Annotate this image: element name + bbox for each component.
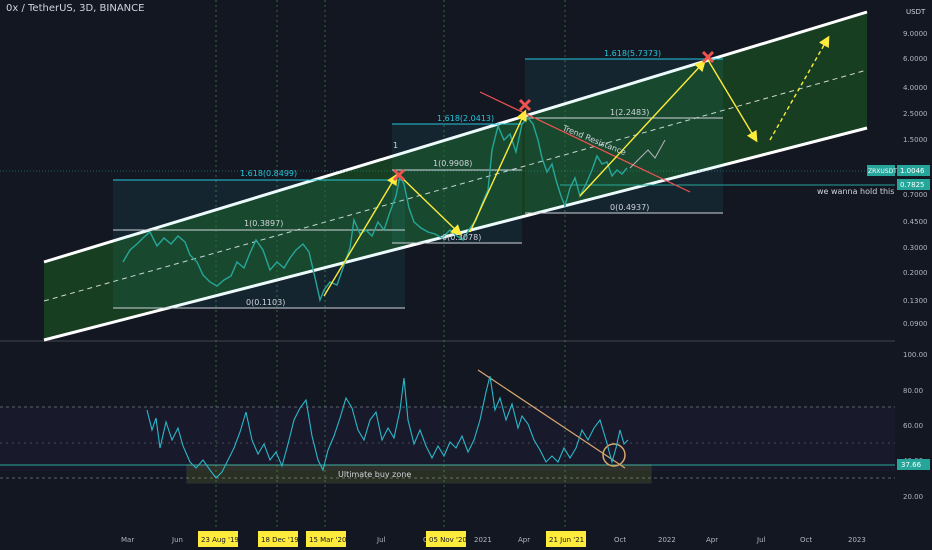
currency-label: USDT (906, 8, 926, 16)
channel-upper-line (43, 10, 868, 264)
price-series (122, 116, 628, 303)
date-highlight-label: 21 Jun '21 (549, 536, 584, 544)
time-label: Oct (800, 536, 812, 544)
date-highlight-label: 23 Aug '19 (201, 536, 239, 544)
time-axis-labels: Mar Jun Jul O 2021 Apr Oct 2022 Apr Jul Oct 2023 (121, 536, 866, 544)
fib2-top-label: 1.618(2.0413) (437, 114, 494, 123)
buy-zone-box (186, 464, 652, 484)
rsi-highlight-circle (602, 443, 626, 467)
price-tick: 0.4500 (903, 218, 928, 226)
channel-mid-line (43, 69, 868, 302)
price-tick: 0.3000 (903, 244, 928, 252)
rsi-tick: 100.00 (903, 351, 928, 359)
date-highlight-label: 15 Mar '20 (309, 536, 346, 544)
time-label: Apr (518, 536, 530, 544)
date-highlight-badge (546, 531, 586, 547)
price-tick: 4.0000 (903, 84, 928, 92)
rsi-tick: 20.00 (903, 493, 923, 501)
price-axis[interactable]: USDT (895, 0, 932, 550)
time-label: 2021 (474, 536, 492, 544)
price-tick: 6.0000 (903, 55, 928, 63)
fib2-bot-label: 0(0.3078) (442, 233, 481, 242)
fib3-bot-label: 0(0.4937) (610, 203, 649, 212)
rising-channel (44, 12, 867, 340)
time-label: Apr (706, 536, 718, 544)
fib2-mid-label: 1(0.9908) (433, 159, 472, 168)
rsi-pane[interactable] (0, 343, 895, 529)
date-highlight-badge (306, 531, 346, 547)
rsi-band (0, 407, 895, 471)
trend-resistance-line (479, 91, 691, 193)
time-label: 2023 (848, 536, 866, 544)
fib1-mid-label: 1(0.3897) (244, 219, 283, 228)
time-label: Oct (614, 536, 626, 544)
top-markers (392, 50, 715, 182)
price-tick: 1.5000 (903, 136, 928, 144)
current-symbol-label: ZRXUSDT (868, 168, 897, 175)
time-label: Jun (171, 536, 183, 544)
rsi-trendline (477, 369, 626, 469)
time-label: 2022 (658, 536, 676, 544)
projection-arrows (323, 35, 830, 297)
mini-projection (629, 139, 666, 169)
price-tick: 2.5000 (903, 110, 928, 118)
marker-one-label: 1 (393, 141, 398, 150)
rsi-tick: 80.00 (903, 387, 923, 395)
price-tick: 0.1300 (903, 297, 928, 305)
hold-note-label: we wanna hold this level! (817, 187, 919, 196)
date-highlight-label: 18 Dec '19 (261, 536, 299, 544)
rsi-current-tag (897, 459, 930, 470)
fib1-bot-label: 0(0.1103) (246, 298, 285, 307)
time-label: Mar (121, 536, 134, 544)
fib1-top-label: 1.618(0.8499) (240, 169, 297, 178)
chart-title: 0x / TetherUS, 3D, BINANCE (6, 3, 145, 14)
date-highlight-badge (198, 531, 238, 547)
rsi-current-value: 37.66 (901, 461, 922, 469)
current-price-value: 1.0046 (900, 167, 925, 175)
date-highlight-badge (258, 531, 298, 547)
fib-box-2 (392, 123, 522, 244)
date-highlights: 23 Aug '19 18 Dec '19 15 Mar '20 05 Nov '20… (198, 531, 586, 547)
fib-box-3 (525, 58, 723, 214)
price-tick: 0.2000 (903, 269, 928, 277)
fib3-top-label: 1.618(5.7373) (604, 49, 661, 58)
fib3-mid-label: 1(2.2483) (610, 108, 649, 117)
current-price-badge (867, 165, 895, 176)
rsi-tick: 60.00 (903, 422, 923, 430)
current-price-tag (897, 165, 930, 176)
buy-zone-label: Ultimate buy zone (338, 470, 411, 479)
price-tick: 9.0000 (903, 30, 928, 38)
price-tick: 0.7000 (903, 191, 928, 199)
hold-level-tag (897, 179, 930, 190)
hold-level-value: 0.7825 (900, 181, 925, 189)
rsi-series (146, 375, 629, 479)
date-highlight-label: 05 Nov '20 (429, 536, 467, 544)
time-label: Jul (756, 536, 766, 544)
price-tick: 0.0900 (903, 320, 928, 328)
time-label: Jul (376, 536, 386, 544)
date-highlight-badge (426, 531, 466, 547)
